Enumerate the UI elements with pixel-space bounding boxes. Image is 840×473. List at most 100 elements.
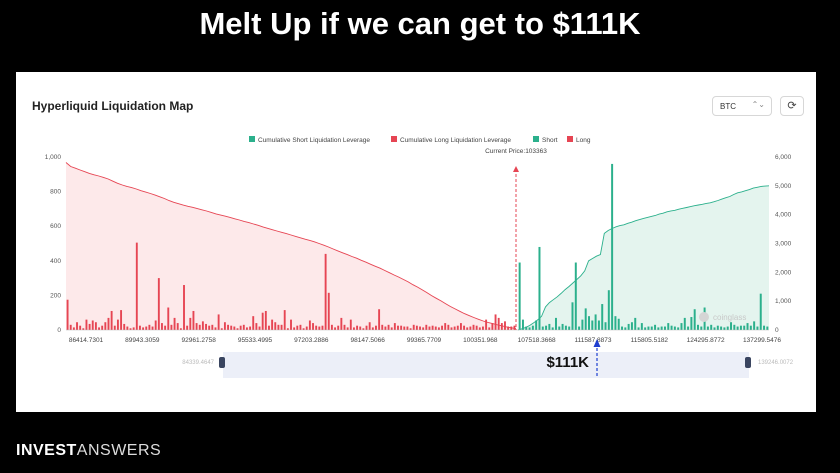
long-bar [327,292,330,331]
short-bar [673,326,676,330]
updown-chevron-icon: ⌃⌄ [751,100,765,109]
refresh-icon: ⟳ [787,100,797,112]
short-bar [644,327,647,330]
long-bar [472,324,475,330]
short-bar [561,323,564,330]
short-bar [637,327,640,330]
target-price-arrow [593,339,601,347]
long-bar [192,310,195,330]
long-bar [94,322,97,331]
long-bar [198,324,201,330]
long-bar [286,328,289,330]
long-bar [258,326,261,330]
long-bar [359,326,362,330]
long-bar [412,324,415,330]
long-bar [129,328,132,330]
short-bar [730,322,733,331]
short-bar [564,325,567,331]
short-bar [657,327,660,330]
long-bar [312,323,314,330]
refresh-button[interactable]: ⟳ [780,96,804,116]
long-bar [76,322,78,331]
long-bar [400,325,403,331]
long-bar [434,326,437,330]
legend-label: Short [542,137,558,144]
long-bar [510,326,513,330]
long-bar [375,325,377,331]
long-bar [242,324,245,330]
y-left-tick: 400 [50,258,61,265]
short-bar [690,317,693,330]
y-right-tick: 3,000 [775,241,792,248]
short-bar [584,308,587,331]
long-bar [296,325,299,331]
range-right-value: 139246.0072 [758,360,794,366]
long-bar [441,325,443,331]
long-bar [66,299,69,330]
short-bar [518,262,521,330]
short-bar [554,317,557,330]
long-bar [223,322,226,331]
long-bar [151,326,154,330]
y-right-tick: 2,000 [775,269,792,276]
chart-card: Hyperliquid Liquidation Map BTC ⌃⌄ ⟳ Cum… [16,72,816,412]
long-bar [176,323,179,330]
long-bar [409,328,412,330]
short-bar [578,326,581,330]
long-bar [239,325,242,331]
long-bar [437,327,440,330]
short-bar [594,314,597,330]
target-price-annotation: $111K [546,354,589,371]
short-bar [521,319,524,330]
short-bar [621,326,624,330]
long-bar [299,324,302,330]
y-right-tick: 4,000 [775,212,792,219]
short-bar [525,326,528,330]
long-bar [308,320,311,331]
long-bar [337,325,340,331]
long-bar [255,323,258,330]
short-bar [746,323,749,330]
long-bar [217,314,220,330]
short-bar [634,317,637,330]
long-bar [264,310,267,330]
short-bar [763,325,766,331]
x-tick-label: 115805.5182 [631,337,669,344]
long-bar [406,326,409,330]
long-bar [142,327,145,330]
long-bar [283,310,286,330]
short-bar [716,325,719,331]
long-bar [478,327,481,330]
x-tick-label: 100351.968 [463,337,498,344]
long-bar [116,319,119,330]
y-right-tick: 6,000 [775,154,792,161]
short-bar [687,326,690,330]
long-bar [201,321,204,330]
long-bar [233,326,236,330]
x-tick-label: 97203.2886 [294,337,329,344]
short-bar [591,320,594,331]
cumulative-short-line [517,185,770,331]
long-bar [72,327,75,330]
short-bar [630,322,633,331]
short-bar [660,326,663,330]
long-bar [387,324,390,330]
symbol-select-value: BTC [720,102,736,111]
long-bar [230,325,233,331]
long-bar [104,322,107,331]
symbol-select[interactable]: BTC ⌃⌄ [712,96,772,116]
legend-label: Cumulative Long Liquidation Leverage [400,137,511,144]
long-bar [362,328,365,330]
long-bar [393,323,396,330]
brand-bold: INVEST [16,442,77,459]
y-left-tick: 600 [50,223,61,230]
long-bar [425,324,428,330]
long-bar [246,327,248,330]
y-left-tick: 0 [57,327,61,334]
long-bar [126,326,129,330]
long-bar [101,325,104,331]
long-bar [378,309,381,330]
short-bar [627,323,630,330]
long-bar [290,319,292,330]
long-bar [403,326,406,330]
